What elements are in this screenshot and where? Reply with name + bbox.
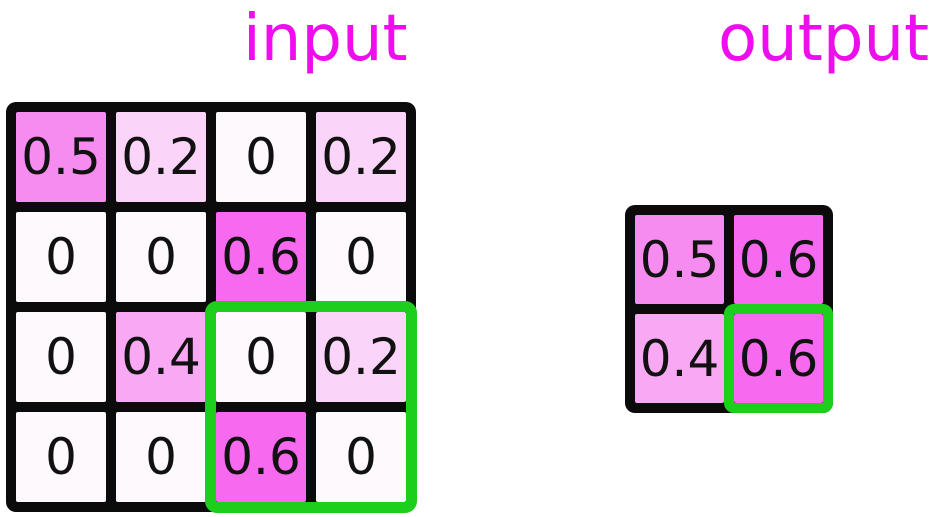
input-grid: 0.5 0.2 0 0.2 0 0 0.6 0 0 0.4 0 0.2 0 0 … bbox=[6, 102, 416, 512]
output-grid: 0.5 0.6 0.4 0.6 bbox=[625, 205, 833, 413]
output-cell-r1c1: 0.6 bbox=[734, 314, 823, 403]
input-cell-r2c0: 0 bbox=[16, 312, 106, 402]
input-cell-r0c1: 0.2 bbox=[116, 112, 206, 202]
output-title: output bbox=[718, 2, 930, 76]
input-cell-r3c3: 0 bbox=[316, 412, 406, 502]
input-cell-r0c3: 0.2 bbox=[316, 112, 406, 202]
input-cell-r2c3: 0.2 bbox=[316, 312, 406, 402]
input-cell-r1c1: 0 bbox=[116, 212, 206, 302]
input-cell-r3c2: 0.6 bbox=[216, 412, 306, 502]
input-cell-r3c0: 0 bbox=[16, 412, 106, 502]
output-cell-r0c0: 0.5 bbox=[635, 215, 724, 304]
input-cell-r1c2: 0.6 bbox=[216, 212, 306, 302]
input-cell-r2c2: 0 bbox=[216, 312, 306, 402]
input-cell-r1c3: 0 bbox=[316, 212, 406, 302]
input-cell-r0c2: 0 bbox=[216, 112, 306, 202]
output-cell-r0c1: 0.6 bbox=[734, 215, 823, 304]
input-cell-r1c0: 0 bbox=[16, 212, 106, 302]
input-cell-r2c1: 0.4 bbox=[116, 312, 206, 402]
input-title: input bbox=[243, 2, 408, 76]
input-cell-r3c1: 0 bbox=[116, 412, 206, 502]
input-cell-r0c0: 0.5 bbox=[16, 112, 106, 202]
output-cell-r1c0: 0.4 bbox=[635, 314, 724, 403]
